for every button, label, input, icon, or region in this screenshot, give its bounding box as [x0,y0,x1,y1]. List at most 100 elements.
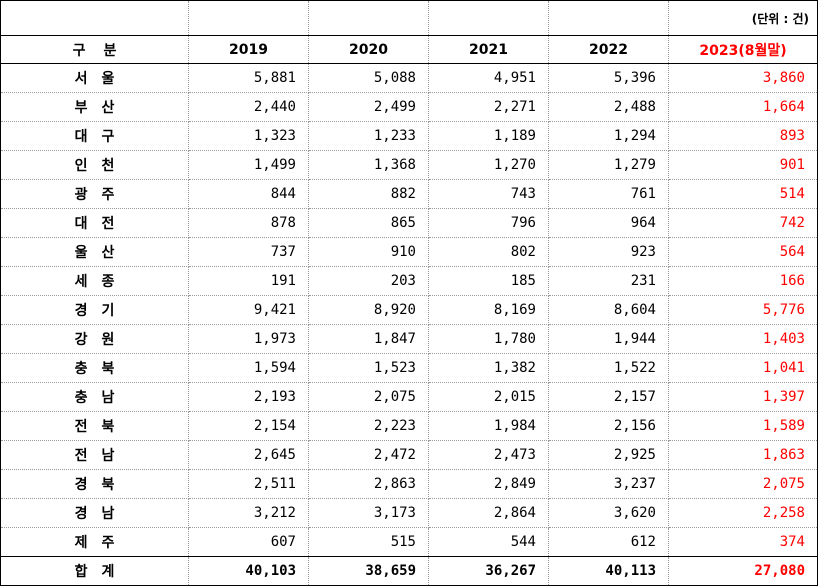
value-cell[interactable]: 3,237 [548,469,669,499]
header-cell-2020[interactable]: 2020 [308,35,429,64]
region-cell[interactable]: 부산 [0,92,189,122]
value-cell[interactable]: 8,604 [548,295,669,325]
value-cell[interactable]: 737 [188,237,309,267]
value-cell[interactable]: 1,664 [668,92,818,122]
value-cell[interactable]: 2,271 [428,92,549,122]
value-cell[interactable]: 1,270 [428,150,549,180]
value-cell[interactable]: 742 [668,208,818,238]
total-value-cell[interactable]: 27,080 [668,556,818,586]
value-cell[interactable]: 5,776 [668,295,818,325]
value-cell[interactable]: 2,511 [188,469,309,499]
value-cell[interactable]: 2,849 [428,469,549,499]
header-cell-2019[interactable]: 2019 [188,35,309,64]
value-cell[interactable]: 2,154 [188,411,309,441]
value-cell[interactable]: 1,589 [668,411,818,441]
value-cell[interactable]: 882 [308,179,429,209]
region-cell[interactable]: 전남 [0,440,189,470]
value-cell[interactable]: 1,323 [188,121,309,151]
value-cell[interactable]: 514 [668,179,818,209]
region-cell[interactable]: 경북 [0,469,189,499]
value-cell[interactable]: 2,223 [308,411,429,441]
value-cell[interactable]: 2,193 [188,382,309,412]
value-cell[interactable]: 374 [668,527,818,557]
unit-label[interactable]: (단위 : 건) [668,0,818,36]
value-cell[interactable]: 2,075 [308,382,429,412]
value-cell[interactable]: 203 [308,266,429,296]
value-cell[interactable]: 2,499 [308,92,429,122]
value-cell[interactable]: 185 [428,266,549,296]
value-cell[interactable]: 1,522 [548,353,669,383]
value-cell[interactable]: 1,397 [668,382,818,412]
value-cell[interactable]: 1,382 [428,353,549,383]
value-cell[interactable]: 2,156 [548,411,669,441]
value-cell[interactable]: 964 [548,208,669,238]
value-cell[interactable]: 743 [428,179,549,209]
total-value-cell[interactable]: 40,113 [548,556,669,586]
region-cell[interactable]: 경남 [0,498,189,528]
value-cell[interactable]: 1,499 [188,150,309,180]
value-cell[interactable]: 8,920 [308,295,429,325]
value-cell[interactable]: 2,473 [428,440,549,470]
value-cell[interactable]: 3,212 [188,498,309,528]
empty-cell[interactable] [0,0,189,36]
region-cell[interactable]: 울산 [0,237,189,267]
region-cell[interactable]: 제주 [0,527,189,557]
value-cell[interactable]: 1,944 [548,324,669,354]
empty-cell[interactable] [188,0,309,36]
value-cell[interactable]: 5,396 [548,63,669,93]
value-cell[interactable]: 544 [428,527,549,557]
value-cell[interactable]: 607 [188,527,309,557]
value-cell[interactable]: 1,984 [428,411,549,441]
value-cell[interactable]: 1,523 [308,353,429,383]
total-label-cell[interactable]: 합계 [0,556,189,586]
value-cell[interactable]: 2,157 [548,382,669,412]
value-cell[interactable]: 3,860 [668,63,818,93]
region-cell[interactable]: 서울 [0,63,189,93]
value-cell[interactable]: 802 [428,237,549,267]
value-cell[interactable]: 231 [548,266,669,296]
value-cell[interactable]: 2,925 [548,440,669,470]
empty-cell[interactable] [548,0,669,36]
value-cell[interactable]: 2,472 [308,440,429,470]
value-cell[interactable]: 761 [548,179,669,209]
value-cell[interactable]: 5,088 [308,63,429,93]
value-cell[interactable]: 9,421 [188,295,309,325]
total-value-cell[interactable]: 38,659 [308,556,429,586]
value-cell[interactable]: 1,279 [548,150,669,180]
value-cell[interactable]: 1,863 [668,440,818,470]
value-cell[interactable]: 2,075 [668,469,818,499]
value-cell[interactable]: 1,780 [428,324,549,354]
value-cell[interactable]: 865 [308,208,429,238]
region-cell[interactable]: 전북 [0,411,189,441]
value-cell[interactable]: 1,847 [308,324,429,354]
value-cell[interactable]: 191 [188,266,309,296]
header-cell-2022[interactable]: 2022 [548,35,669,64]
header-cell-2021[interactable]: 2021 [428,35,549,64]
header-cell-category[interactable]: 구분 [0,35,189,64]
region-cell[interactable]: 광주 [0,179,189,209]
value-cell[interactable]: 3,173 [308,498,429,528]
region-cell[interactable]: 충북 [0,353,189,383]
value-cell[interactable]: 2,863 [308,469,429,499]
value-cell[interactable]: 2,488 [548,92,669,122]
value-cell[interactable]: 2,440 [188,92,309,122]
value-cell[interactable]: 923 [548,237,669,267]
value-cell[interactable]: 515 [308,527,429,557]
value-cell[interactable]: 2,645 [188,440,309,470]
value-cell[interactable]: 5,881 [188,63,309,93]
value-cell[interactable]: 1,594 [188,353,309,383]
value-cell[interactable]: 796 [428,208,549,238]
value-cell[interactable]: 878 [188,208,309,238]
value-cell[interactable]: 2,864 [428,498,549,528]
value-cell[interactable]: 893 [668,121,818,151]
region-cell[interactable]: 대전 [0,208,189,238]
empty-cell[interactable] [428,0,549,36]
region-cell[interactable]: 경기 [0,295,189,325]
total-value-cell[interactable]: 36,267 [428,556,549,586]
value-cell[interactable]: 1,294 [548,121,669,151]
region-cell[interactable]: 강원 [0,324,189,354]
value-cell[interactable]: 1,233 [308,121,429,151]
value-cell[interactable]: 844 [188,179,309,209]
value-cell[interactable]: 1,403 [668,324,818,354]
value-cell[interactable]: 2,258 [668,498,818,528]
